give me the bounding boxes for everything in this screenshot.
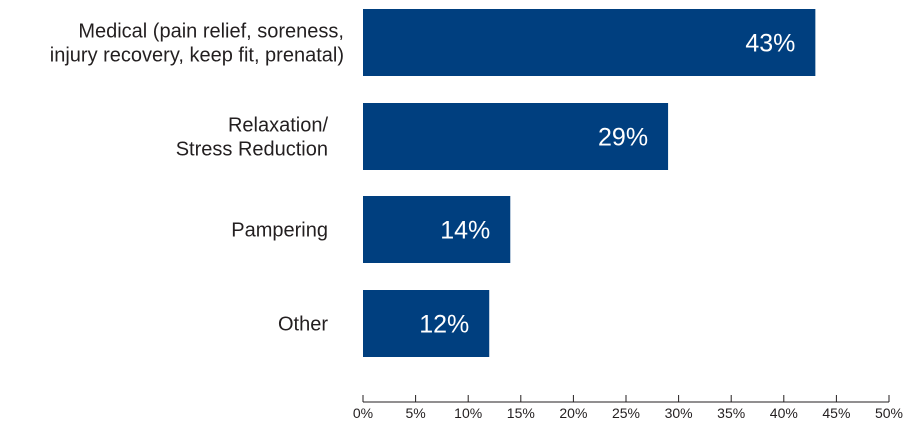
category-label-1-line-2: injury recovery, keep fit, prenatal)	[50, 45, 344, 67]
category-labels: Medical (pain relief, soreness,injury re…	[50, 21, 344, 336]
bar-value-label-4: 12%	[419, 311, 469, 339]
x-tick-label-0: 0%	[353, 405, 373, 421]
x-tick-label-4: 20%	[559, 405, 587, 421]
category-label-1-line-1: Medical (pain relief, soreness,	[78, 21, 344, 43]
x-tick-label-5: 25%	[612, 405, 640, 421]
bar-value-label-3: 14%	[440, 217, 490, 245]
x-tick-label-1: 5%	[405, 405, 425, 421]
bar-4	[363, 290, 490, 357]
bar-value-label-2: 29%	[598, 124, 648, 152]
bar-value-label-1: 43%	[745, 30, 795, 58]
x-tick-label-6: 30%	[665, 405, 693, 421]
bar-2	[363, 103, 669, 170]
x-tick-label-9: 45%	[822, 405, 850, 421]
category-label-3: Pampering	[231, 220, 328, 242]
x-tick-label-3: 15%	[507, 405, 535, 421]
x-tick-label-7: 35%	[717, 405, 745, 421]
x-tick-label-10: 50%	[875, 405, 903, 421]
category-label-2-line-2: Stress Reduction	[176, 139, 328, 161]
x-tick-label-2: 10%	[454, 405, 482, 421]
category-label-4: Other	[278, 314, 328, 336]
x-tick-label-8: 40%	[770, 405, 798, 421]
bars	[363, 9, 816, 357]
x-axis: 0% 5% 10% 15% 20% 25% 30% 35% 40% 45% 50%	[353, 395, 903, 421]
category-label-2-line-1: Relaxation/	[228, 115, 329, 137]
bar-1	[363, 9, 816, 76]
bar-3	[363, 196, 511, 263]
bar-value-labels: 43% 29% 14% 12%	[419, 30, 795, 339]
